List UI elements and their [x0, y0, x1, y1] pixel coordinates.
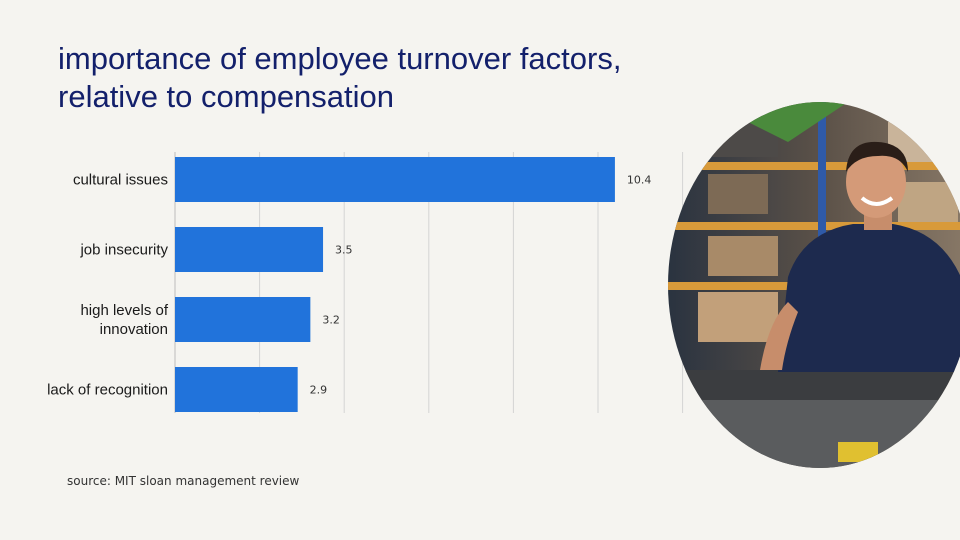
data-label: 3.5 [335, 244, 353, 257]
data-label: 10.4 [627, 174, 652, 187]
data-label: 3.2 [322, 314, 340, 327]
category-label: cultural issues [73, 172, 168, 189]
category-label: high levels of [80, 302, 168, 319]
person-icon [668, 102, 960, 468]
title-line-1: importance of employee turnover factors, [58, 41, 622, 76]
category-label: lack of recognition [47, 382, 168, 399]
title-line-2: relative to compensation [58, 79, 395, 114]
page-title: importance of employee turnover factors,… [58, 40, 658, 116]
bar [175, 227, 324, 272]
bar [175, 297, 311, 342]
source-note: source: MIT sloan management review [67, 474, 300, 488]
category-label: job insecurity [79, 242, 168, 259]
bar [175, 157, 615, 202]
category-label: innovation [100, 321, 168, 338]
bar [175, 367, 298, 412]
data-label: 2.9 [310, 384, 328, 397]
worker-photo [668, 102, 960, 468]
